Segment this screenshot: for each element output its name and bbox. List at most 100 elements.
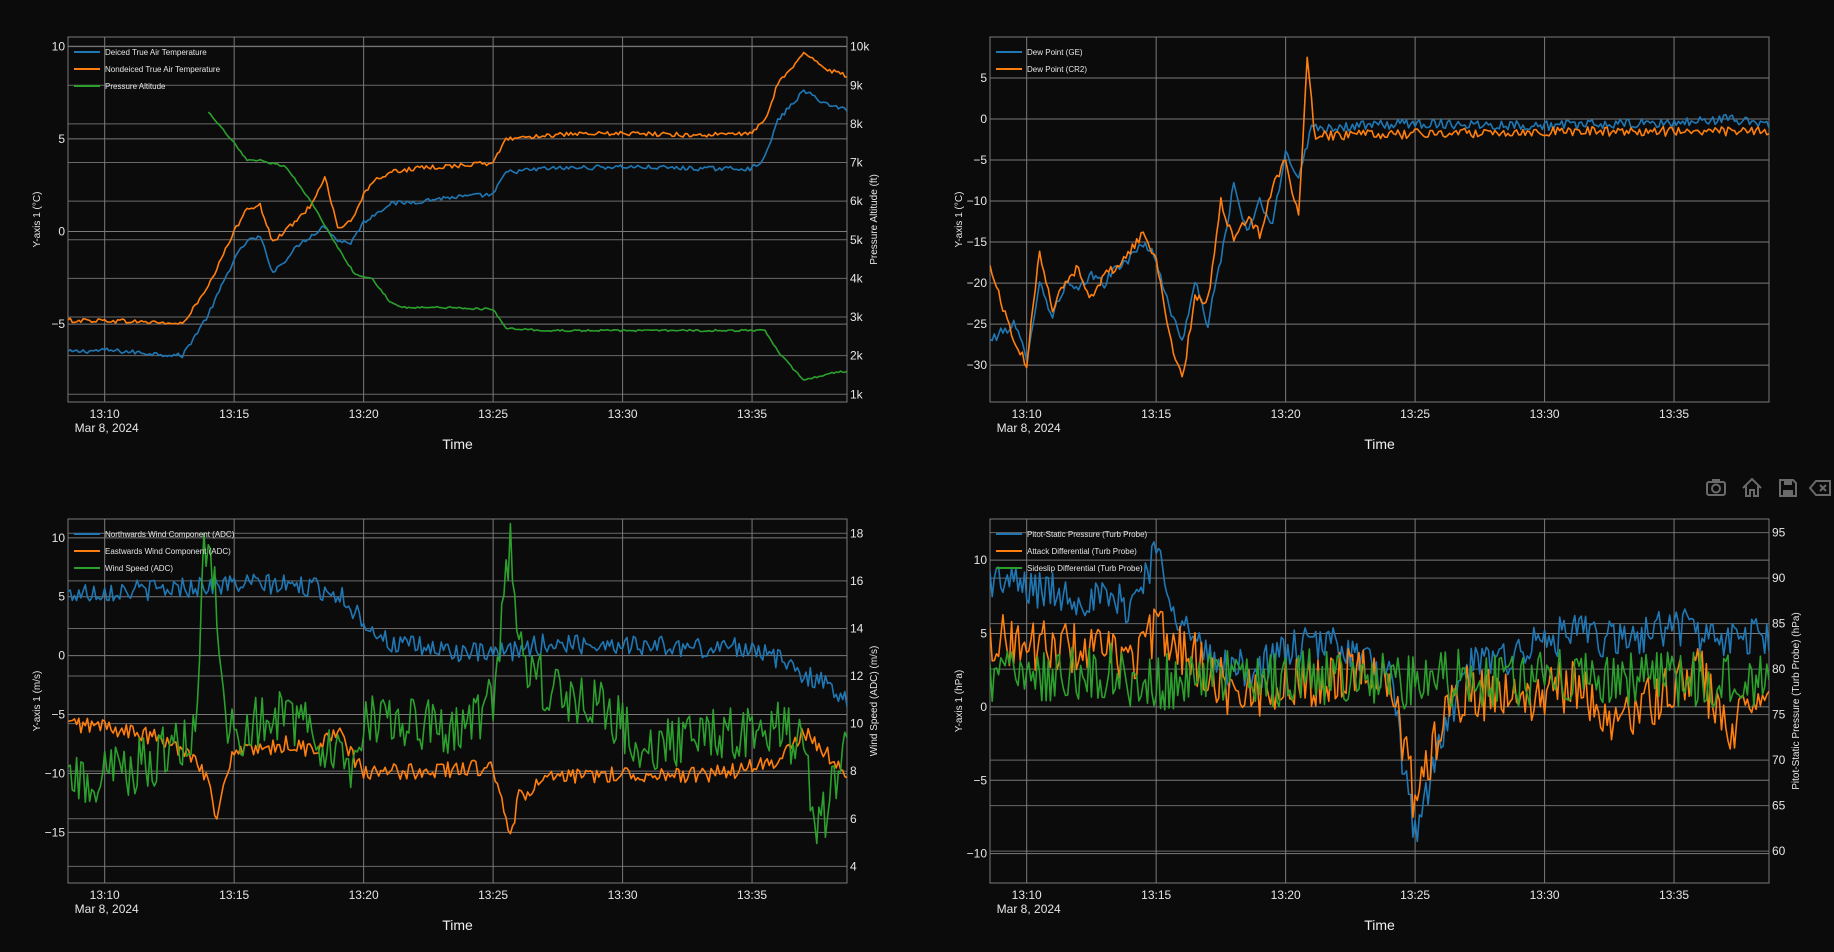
temperature-chart[interactable]: 13:10 13:15 13:20 13:25 13:30 13:35 −5 0 5 10 1k 2k… [32,36,880,452]
y2-tick-label: 12 [850,669,864,683]
series-line-pressure-altitude[interactable] [207,111,847,381]
y2-tick-label: 4 [850,859,857,873]
x-tick-label: 13:15 [219,888,249,902]
y2-tick-label: 60 [1772,844,1786,858]
y-tick-label: −10 [45,766,66,780]
series-line-northwards-wind-component-adc[interactable] [68,573,847,707]
series-line-wind-speed-adc[interactable] [68,522,847,845]
legend-label[interactable]: Dew Point (GE) [1027,48,1083,57]
legend-label[interactable]: Sideslip Differential (Turb Probe) [1027,564,1143,573]
pressure-chart[interactable]: 13:10 13:15 13:20 13:25 13:30 13:35 −10 −5 0 5 10 6… [954,518,1802,933]
legend-label[interactable]: Dew Point (CR2) [1027,65,1087,74]
y2-tick-label: 4k [850,271,864,285]
home-icon[interactable] [1742,477,1762,497]
y2-tick-label: 1k [850,387,864,401]
x-axis-title: Time [442,917,473,933]
y-tick-label: −5 [51,708,65,722]
legend-label[interactable]: Nondeiced True Air Temperature [105,65,221,74]
y2-tick-label: 2k [850,349,864,363]
y-tick-label: 0 [980,700,987,714]
x-tick-label: 13:10 [1012,888,1042,902]
y-tick-label: 10 [52,531,66,545]
x-tick-label: 13:20 [1271,888,1301,902]
y-tick-label: −10 [967,194,988,208]
series-line-eastwards-wind-component-adc[interactable] [68,717,847,835]
wind-chart[interactable]: 13:10 13:15 13:20 13:25 13:30 13:35 −15 −10 −5 0 5… [32,518,880,933]
x-tick-label: 13:20 [349,888,379,902]
x-tick-label: 13:35 [1659,407,1689,421]
x-axis-title: Time [1364,436,1395,452]
x-date-label: Mar 8, 2024 [75,421,139,435]
x-tick-label: 13:25 [1400,407,1430,421]
series-line-dew-point-ge[interactable] [990,113,1769,362]
y2-tick-label: 95 [1772,526,1786,540]
modebar [1706,477,1831,497]
y2-tick-label: 80 [1772,662,1786,676]
y-axis-title: Y-axis 1 (°C) [954,192,965,248]
legend: Dew Point (GE) Dew Point (CR2) [996,48,1087,74]
series-line-sideslip-differential-turb-probe[interactable] [990,642,1769,711]
x-tick-label: 13:35 [737,888,767,902]
y2-tick-label: 14 [850,621,864,635]
y2-tick-label: 6k [850,194,864,208]
series-line-dew-point-cr2[interactable] [990,56,1769,378]
y-tick-label: 0 [980,112,987,126]
clear-icon[interactable] [1808,480,1831,496]
x-tick-label: 13:10 [90,407,120,421]
y-tick-label: −5 [973,153,987,167]
y2-tick-label: 3k [850,310,864,324]
camera-icon[interactable] [1706,479,1726,496]
legend: Northwards Wind Component (ADC) Eastwards… [74,530,235,573]
y-tick-label: −30 [967,358,988,372]
x-tick-label: 13:15 [1141,407,1171,421]
legend: Deiced True Air Temperature Nondeiced Tru… [74,48,221,91]
y2-axis-title: Pressure Altitude (ft) [869,174,880,265]
series-line-nondeiced-true-air-temperature[interactable] [68,51,847,325]
y2-tick-label: 65 [1772,799,1786,813]
y-tick-label: 5 [58,132,65,146]
legend-label[interactable]: Northwards Wind Component (ADC) [105,530,235,539]
y2-tick-label: 70 [1772,753,1786,767]
y-tick-label: −25 [967,317,988,331]
y2-tick-label: 85 [1772,617,1786,631]
x-tick-label: 13:20 [1271,407,1301,421]
y-tick-label: −5 [51,317,65,331]
y-tick-label: −15 [967,235,988,249]
y-tick-label: 5 [980,626,987,640]
dew-point-chart[interactable]: 13:10 13:15 13:20 13:25 13:30 13:35 −30 −25 −20 −… [954,36,1770,452]
legend: Pitot-Static Pressure (Turb Probe) Attack… [996,530,1148,573]
x-date-label: Mar 8, 2024 [75,902,139,916]
x-date-label: Mar 8, 2024 [997,421,1061,435]
y2-tick-label: 7k [850,156,864,170]
y2-tick-label: 90 [1772,571,1786,585]
plot-frame [67,518,848,884]
save-icon[interactable] [1779,479,1797,497]
legend-label[interactable]: Eastwards Wind Component (ADC) [105,547,231,556]
x-tick-label: 13:30 [608,407,638,421]
x-tick-label: 13:25 [478,407,508,421]
y-tick-label: 0 [58,225,65,239]
y-tick-label: 10 [974,553,988,567]
legend-label[interactable]: Wind Speed (ADC) [105,564,173,573]
legend-label[interactable]: Attack Differential (Turb Probe) [1027,547,1137,556]
y-tick-label: −15 [45,825,66,839]
x-tick-label: 13:30 [608,888,638,902]
x-tick-label: 13:10 [1012,407,1042,421]
y-tick-label: 5 [58,590,65,604]
y2-tick-label: 9k [850,78,864,92]
series-line-deiced-true-air-temperature[interactable] [68,89,847,359]
y-tick-label: 0 [58,649,65,663]
x-axis-title: Time [442,436,473,452]
x-tick-label: 13:30 [1530,407,1560,421]
legend-label[interactable]: Pitot-Static Pressure (Turb Probe) [1027,530,1148,539]
y-tick-label: 5 [980,71,987,85]
x-axis-title: Time [1364,917,1395,933]
legend-label[interactable]: Pressure Altitude [105,82,166,91]
x-tick-label: 13:15 [219,407,249,421]
y-tick-label: 10 [52,39,66,53]
legend-label[interactable]: Deiced True Air Temperature [105,48,207,57]
y2-tick-label: 16 [850,574,864,588]
plot-frame [989,518,1770,884]
